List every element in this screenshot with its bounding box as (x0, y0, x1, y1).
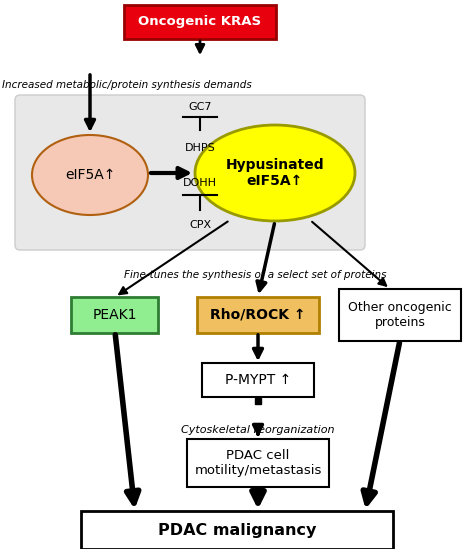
Text: Other oncogenic
proteins: Other oncogenic proteins (348, 301, 452, 329)
Ellipse shape (195, 125, 355, 221)
Text: PDAC malignancy: PDAC malignancy (158, 523, 316, 537)
Text: Fine-tunes the synthesis of a select set of proteins: Fine-tunes the synthesis of a select set… (124, 270, 386, 280)
FancyBboxPatch shape (339, 289, 461, 341)
Text: CPX: CPX (189, 220, 211, 230)
Text: DOHH: DOHH (183, 178, 217, 188)
FancyBboxPatch shape (197, 297, 319, 333)
FancyBboxPatch shape (124, 5, 276, 39)
Text: Cytoskeletal reorganization: Cytoskeletal reorganization (181, 425, 335, 435)
Text: Rho/ROCK ↑: Rho/ROCK ↑ (210, 308, 306, 322)
FancyBboxPatch shape (72, 297, 158, 333)
Text: eIF5A↑: eIF5A↑ (65, 168, 115, 182)
FancyBboxPatch shape (81, 511, 393, 549)
Text: PDAC cell
motility/metastasis: PDAC cell motility/metastasis (194, 449, 322, 477)
FancyBboxPatch shape (187, 439, 329, 487)
FancyBboxPatch shape (202, 363, 314, 397)
Text: Hypusinated
eIF5A↑: Hypusinated eIF5A↑ (226, 158, 324, 188)
Text: Oncogenic KRAS: Oncogenic KRAS (138, 15, 262, 29)
Text: DHPS: DHPS (185, 143, 215, 153)
Text: P-MYPT ↑: P-MYPT ↑ (225, 373, 291, 387)
Ellipse shape (32, 135, 148, 215)
Text: Increased metabolic/protein synthesis demands: Increased metabolic/protein synthesis de… (2, 80, 252, 90)
Text: PEAK1: PEAK1 (93, 308, 137, 322)
FancyBboxPatch shape (15, 95, 365, 250)
Text: GC7: GC7 (188, 102, 212, 112)
